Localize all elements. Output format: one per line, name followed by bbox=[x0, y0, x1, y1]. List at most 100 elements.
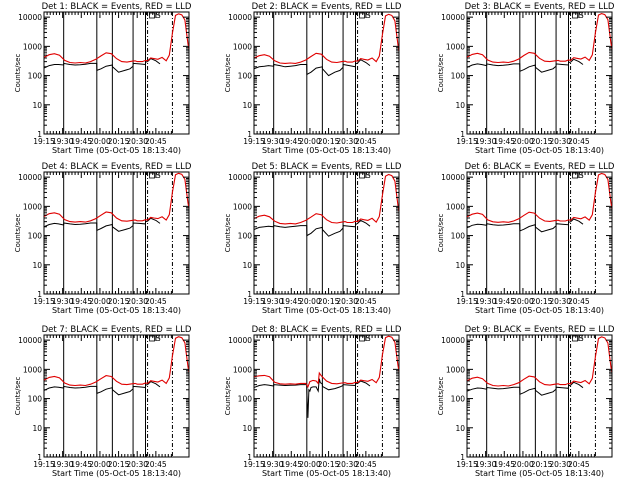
y-axis-label: Counts/sec bbox=[224, 54, 232, 93]
x-tick-label: 20:15 bbox=[318, 460, 340, 469]
y-tick-label: 1000 bbox=[23, 365, 42, 374]
x-tick-label: 20:00 bbox=[512, 297, 534, 306]
x-tick-label: 20:15 bbox=[108, 137, 130, 146]
y-tick-label: 10000 bbox=[228, 13, 252, 22]
lld-series-line bbox=[467, 13, 612, 64]
y-tick-label: 10 bbox=[32, 101, 42, 110]
marker-s-label: S bbox=[156, 11, 161, 20]
lld-series-line bbox=[44, 13, 189, 64]
x-tick-label: 20:45 bbox=[355, 137, 377, 146]
panel-title: Det 5: BLACK = Events, RED = LLD bbox=[252, 162, 402, 172]
x-axis-label: Start Time (05-Oct-05 18:13:40) bbox=[52, 146, 181, 155]
x-tick-label: 19:15 bbox=[456, 297, 478, 306]
panel-title: Det 2: BLACK = Events, RED = LLD bbox=[252, 2, 402, 12]
y-tick-label: 1000 bbox=[446, 42, 465, 51]
plot-frame bbox=[253, 334, 400, 458]
y-tick-label: 100 bbox=[28, 232, 43, 241]
marker-s-label: S bbox=[579, 171, 584, 180]
y-tick-label: 10 bbox=[455, 101, 465, 110]
lld-series-line bbox=[254, 335, 399, 389]
x-tick-label: 20:15 bbox=[318, 137, 340, 146]
panel-title: Det 8: BLACK = Events, RED = LLD bbox=[252, 325, 402, 335]
y-tick-label: 1 bbox=[37, 290, 42, 299]
plot-frame bbox=[253, 11, 400, 135]
x-tick-label: 20:30 bbox=[549, 460, 571, 469]
marker-s-label: S bbox=[156, 334, 161, 343]
y-tick-label: 100 bbox=[238, 395, 253, 404]
lld-series-line bbox=[467, 336, 612, 387]
x-tick-label: 20:15 bbox=[108, 297, 130, 306]
x-tick-label: 19:30 bbox=[262, 460, 284, 469]
plot-frame bbox=[43, 334, 190, 458]
x-tick-label: 19:30 bbox=[52, 460, 74, 469]
x-tick-label: 20:30 bbox=[336, 297, 358, 306]
x-tick-label: 19:30 bbox=[52, 297, 74, 306]
marker-s-label: S bbox=[366, 171, 371, 180]
x-tick-label: 19:45 bbox=[280, 460, 302, 469]
y-tick-label: 1 bbox=[460, 453, 465, 462]
events-series-line bbox=[467, 381, 584, 396]
events-series-line bbox=[254, 219, 371, 237]
y-tick-label: 100 bbox=[28, 395, 43, 404]
marker-box-icon bbox=[359, 172, 365, 179]
marker-box-icon bbox=[359, 335, 365, 342]
x-tick-label: 19:30 bbox=[475, 137, 497, 146]
x-tick-label: 20:15 bbox=[318, 297, 340, 306]
y-tick-label: 1 bbox=[247, 130, 252, 139]
x-tick-label: 19:45 bbox=[280, 137, 302, 146]
plot-frame bbox=[253, 171, 400, 295]
x-tick-label: 19:15 bbox=[243, 137, 265, 146]
x-axis-label: Start Time (05-Oct-05 18:13:40) bbox=[475, 306, 604, 315]
x-tick-label: 19:15 bbox=[456, 137, 478, 146]
lld-series-line bbox=[254, 173, 399, 225]
y-tick-label: 1000 bbox=[23, 42, 42, 51]
marker-box-icon bbox=[572, 12, 578, 19]
panel-title: Det 7: BLACK = Events, RED = LLD bbox=[42, 325, 192, 335]
y-tick-label: 100 bbox=[28, 72, 43, 81]
plot-frame bbox=[43, 171, 190, 295]
events-series-line bbox=[254, 59, 371, 77]
events-series-line bbox=[467, 218, 584, 233]
x-tick-label: 19:45 bbox=[280, 297, 302, 306]
y-tick-label: 10000 bbox=[228, 173, 252, 182]
x-axis-label: Start Time (05-Oct-05 18:13:40) bbox=[475, 146, 604, 155]
x-tick-label: 20:30 bbox=[549, 137, 571, 146]
x-axis-label: Start Time (05-Oct-05 18:13:40) bbox=[262, 306, 391, 315]
x-tick-label: 20:30 bbox=[336, 460, 358, 469]
x-tick-label: 20:45 bbox=[145, 297, 167, 306]
x-tick-label: 19:15 bbox=[243, 297, 265, 306]
x-tick-label: 19:30 bbox=[475, 460, 497, 469]
x-tick-label: 19:45 bbox=[70, 137, 92, 146]
x-tick-label: 19:15 bbox=[456, 460, 478, 469]
y-tick-label: 10000 bbox=[18, 13, 42, 22]
y-tick-label: 100 bbox=[238, 232, 253, 241]
y-tick-label: 100 bbox=[238, 72, 253, 81]
x-axis-label: Start Time (05-Oct-05 18:13:40) bbox=[52, 469, 181, 478]
y-tick-label: 10 bbox=[242, 101, 252, 110]
y-tick-label: 1000 bbox=[233, 42, 252, 51]
x-tick-label: 20:00 bbox=[89, 297, 111, 306]
y-tick-label: 10000 bbox=[441, 13, 465, 22]
y-tick-label: 10 bbox=[455, 261, 465, 270]
x-tick-label: 20:30 bbox=[126, 460, 148, 469]
x-tick-label: 20:00 bbox=[512, 460, 534, 469]
y-tick-label: 1 bbox=[460, 130, 465, 139]
y-tick-label: 1 bbox=[247, 453, 252, 462]
x-tick-label: 20:45 bbox=[145, 137, 167, 146]
events-series-line bbox=[44, 217, 161, 232]
y-tick-label: 10000 bbox=[441, 336, 465, 345]
x-tick-label: 19:30 bbox=[262, 297, 284, 306]
marker-box-icon bbox=[149, 335, 155, 342]
x-tick-label: 20:15 bbox=[531, 137, 553, 146]
marker-box-icon bbox=[149, 12, 155, 19]
y-axis-label: Counts/sec bbox=[14, 54, 22, 93]
x-axis-label: Start Time (05-Oct-05 18:13:40) bbox=[52, 306, 181, 315]
x-tick-label: 20:00 bbox=[512, 137, 534, 146]
y-tick-label: 1000 bbox=[233, 202, 252, 211]
marker-s-label: S bbox=[156, 171, 161, 180]
x-tick-label: 19:45 bbox=[493, 460, 515, 469]
marker-box-icon bbox=[149, 172, 155, 179]
